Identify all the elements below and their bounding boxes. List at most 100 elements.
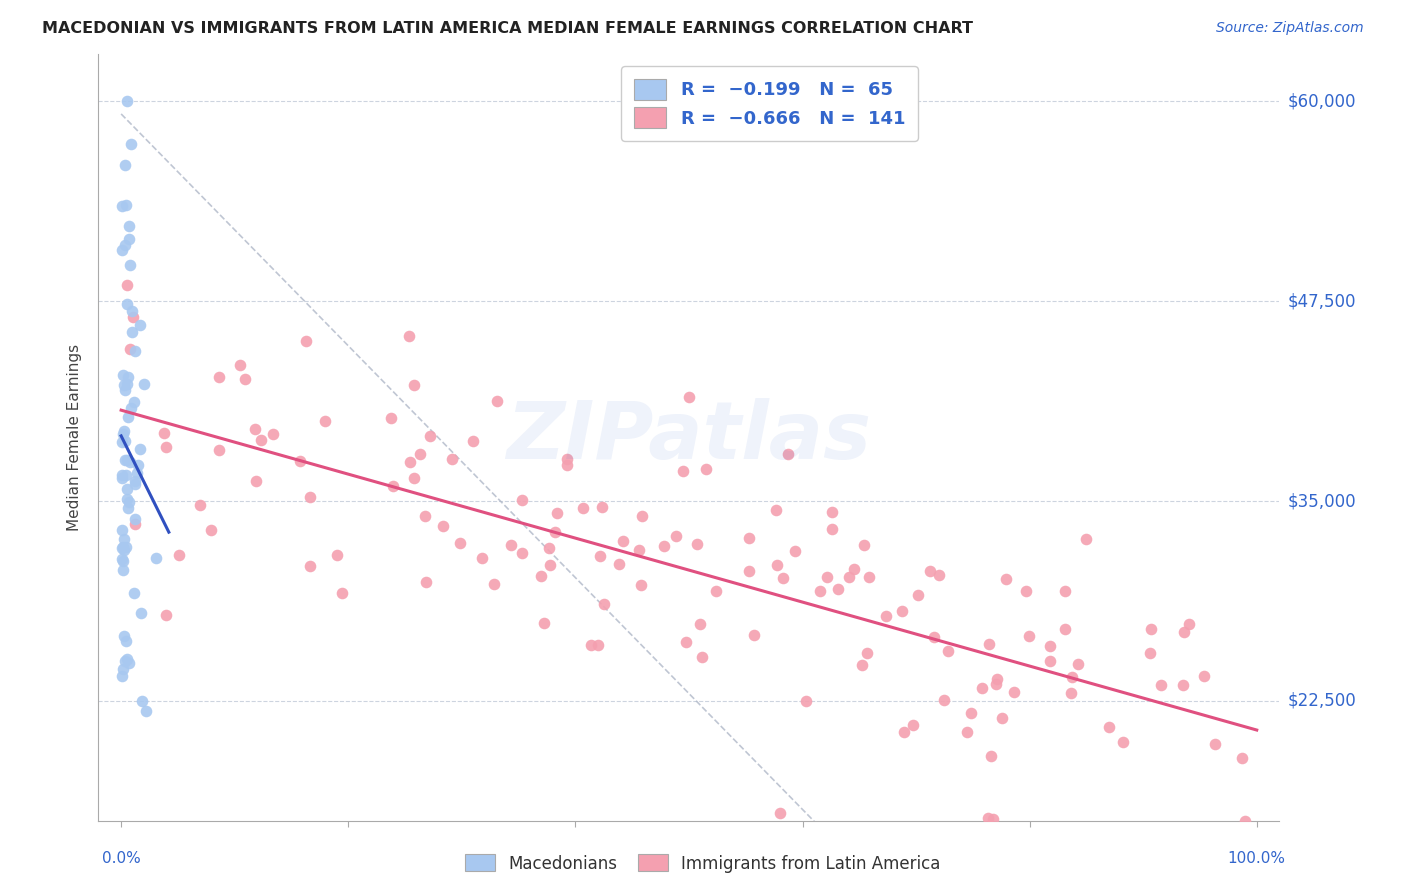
Point [533, 615, 555, 630]
Point [772, 571, 794, 585]
Point [145, 551, 167, 566]
Point [891, 604, 914, 618]
Point [571, 500, 593, 515]
Point [419, 429, 441, 443]
Point [153, 425, 176, 440]
Point [413, 509, 436, 524]
Point [555, 452, 578, 467]
Point [402, 378, 425, 392]
Point [449, 536, 471, 550]
Point [298, 558, 321, 573]
Point [124, 344, 146, 359]
Point [856, 646, 879, 660]
Point [111, 662, 134, 676]
Point [398, 328, 420, 343]
Point [1060, 685, 1083, 699]
Point [1140, 622, 1163, 636]
Point [980, 748, 1002, 763]
Point [115, 95, 138, 109]
Point [932, 693, 955, 707]
Point [117, 409, 139, 424]
Point [557, 458, 579, 473]
Point [200, 523, 222, 537]
Point [229, 358, 252, 372]
Point [1173, 678, 1195, 692]
Point [409, 447, 432, 461]
Point [1002, 685, 1025, 699]
Point [114, 158, 136, 172]
Point [111, 541, 134, 555]
Text: MACEDONIAN VS IMMIGRANTS FROM LATIN AMERICA MEDIAN FEMALE EARNINGS CORRELATION C: MACEDONIAN VS IMMIGRANTS FROM LATIN AMER… [42, 21, 973, 36]
Point [121, 303, 143, 318]
Point [124, 477, 146, 491]
Point [794, 694, 817, 708]
Point [821, 522, 844, 536]
Point [111, 554, 134, 568]
Text: Source: ZipAtlas.com: Source: ZipAtlas.com [1216, 21, 1364, 35]
Point [986, 677, 1008, 691]
Point [120, 258, 142, 272]
Point [124, 517, 146, 532]
Point [1060, 670, 1083, 684]
Point [1112, 822, 1135, 837]
Point [1173, 625, 1195, 640]
Point [628, 543, 651, 558]
Point [111, 243, 134, 257]
Point [117, 491, 139, 506]
Point [1112, 735, 1135, 749]
Point [842, 562, 865, 576]
Point [1066, 657, 1088, 672]
Point [294, 334, 316, 348]
Point [118, 455, 141, 469]
Point [124, 586, 146, 600]
Point [115, 453, 138, 467]
Point [1053, 622, 1076, 636]
Point [991, 711, 1014, 725]
Point [111, 368, 134, 382]
Point [893, 725, 915, 739]
Point [134, 704, 156, 718]
Point [690, 650, 713, 665]
Point [127, 458, 149, 472]
Point [114, 654, 136, 668]
Point [122, 394, 145, 409]
Point [208, 370, 231, 384]
Point [537, 541, 560, 555]
Point [245, 422, 267, 436]
Point [112, 540, 135, 554]
Point [1150, 678, 1173, 692]
Point [936, 830, 959, 844]
Point [118, 219, 141, 233]
Point [299, 490, 322, 504]
Point [652, 539, 675, 553]
Text: $22,500: $22,500 [1288, 692, 1357, 710]
Point [851, 657, 873, 672]
Point [167, 548, 190, 562]
Point [129, 606, 152, 620]
Point [188, 498, 211, 512]
Point [960, 706, 983, 721]
Point [118, 656, 141, 670]
Point [544, 525, 567, 540]
Point [245, 475, 267, 489]
Point [112, 532, 135, 546]
Point [112, 426, 135, 441]
Point [672, 464, 695, 478]
Point [314, 415, 336, 429]
Point [808, 583, 831, 598]
Legend: R =  −0.199   N =  65, R =  −0.666   N =  141: R = −0.199 N = 65, R = −0.666 N = 141 [621, 66, 918, 141]
Point [1178, 617, 1201, 632]
Point [630, 577, 652, 591]
Point [114, 453, 136, 467]
Point [120, 136, 142, 151]
Point [593, 597, 616, 611]
Point [689, 616, 711, 631]
Point [118, 494, 141, 508]
Point [538, 558, 561, 572]
Point [1192, 668, 1215, 682]
Point [114, 634, 136, 648]
Point [815, 570, 838, 584]
Point [827, 582, 849, 597]
Point [678, 390, 700, 404]
Point [821, 505, 844, 519]
